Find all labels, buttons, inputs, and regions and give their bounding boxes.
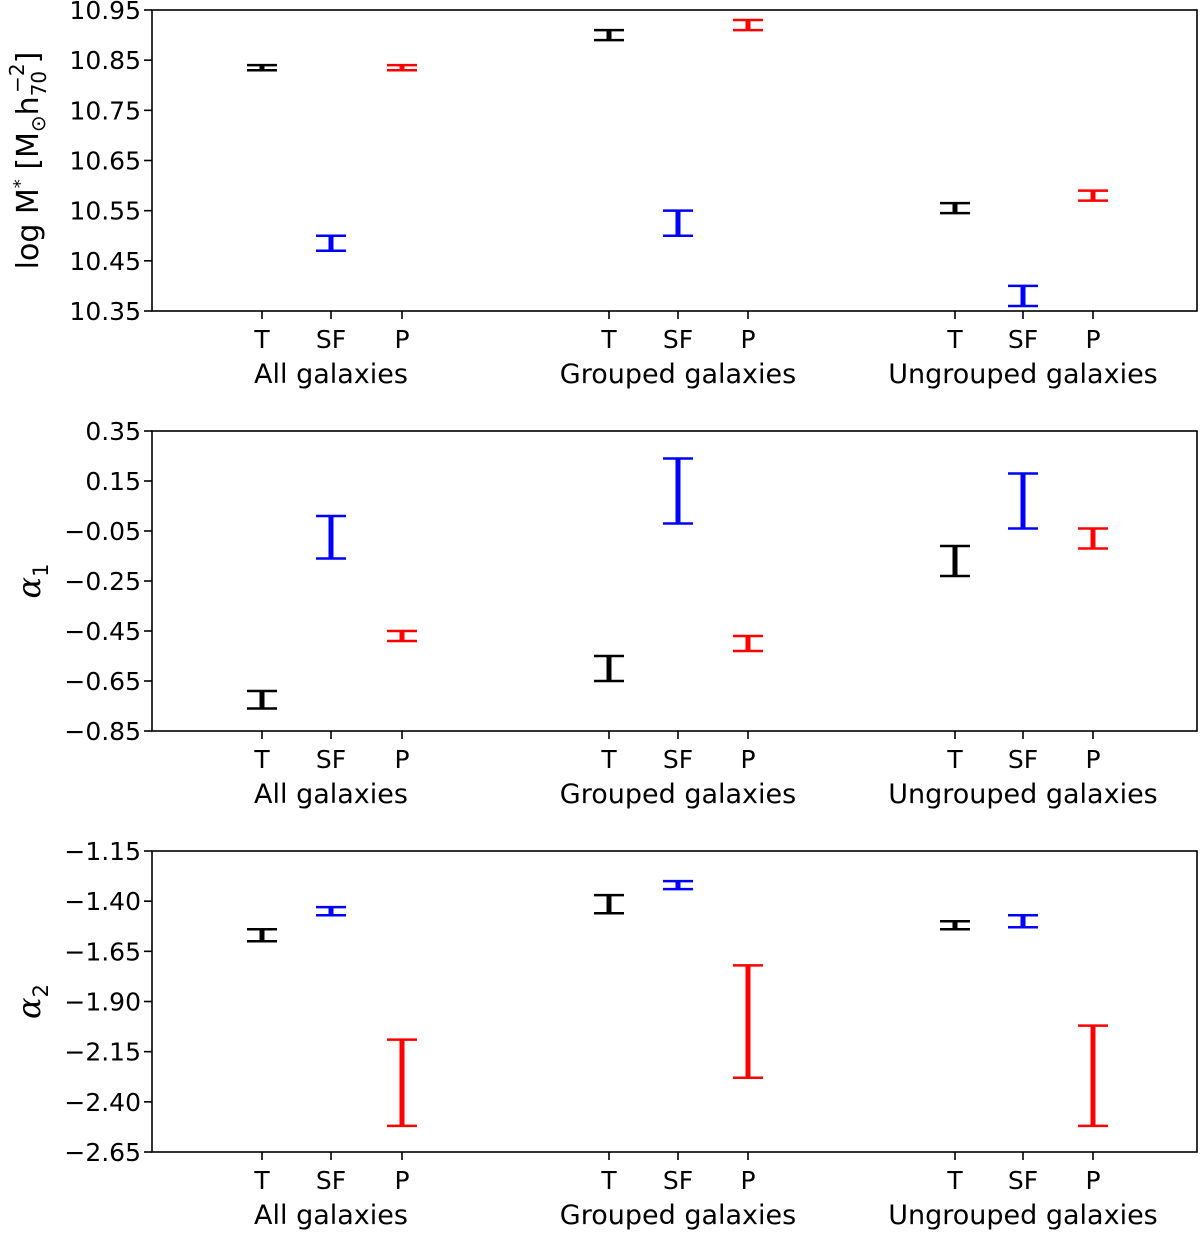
errorbar-t xyxy=(940,201,970,215)
x-tick-label-p: P xyxy=(740,325,755,354)
errorbar-sf xyxy=(1008,913,1038,929)
x-tick-label-sf: SF xyxy=(663,745,693,774)
y-tick-label: −0.05 xyxy=(64,517,141,546)
errorbar-p xyxy=(1078,1024,1108,1128)
y-tick-label: −2.40 xyxy=(64,1088,141,1117)
group-label: All galaxies xyxy=(254,1200,408,1231)
y-tick-label: 0.15 xyxy=(85,467,141,496)
y-tick-label: 10.75 xyxy=(69,96,141,125)
errorbar-t xyxy=(594,28,624,42)
x-tick-label-p: P xyxy=(740,745,755,774)
x-tick-label-t: T xyxy=(946,745,963,774)
y-tick-label: 10.55 xyxy=(69,197,141,226)
errorbar-sf xyxy=(316,234,346,253)
panel-2: −0.85 −0.65 −0.45 −0.25 −0.05 0.15 0.35 T SF P T SF… xyxy=(10,417,1198,810)
x-tick-label-p: P xyxy=(740,1166,755,1195)
x-tick-label-t: T xyxy=(946,325,963,354)
y-axis-label: log M* [M⊙h70−2] xyxy=(5,52,51,270)
y-tick-label: −1.15 xyxy=(64,837,141,866)
plot-frame xyxy=(151,9,1198,312)
panel-3: −2.65 −2.40 −2.15 −1.90 −1.65 −1.40 −1.15 T SF P T… xyxy=(10,837,1198,1231)
group-label: Grouped galaxies xyxy=(560,359,796,390)
errorbar-p xyxy=(387,629,417,643)
errorbar-sf xyxy=(1008,472,1038,530)
group-label: Grouped galaxies xyxy=(560,779,796,810)
y-tick-label: 10.95 xyxy=(69,0,141,25)
x-tick-label-t: T xyxy=(600,325,617,354)
errorbar-t xyxy=(594,654,624,683)
x-tick-label-p: P xyxy=(1085,745,1100,774)
y-tick-label: 10.85 xyxy=(69,46,141,75)
group-label: Grouped galaxies xyxy=(560,1200,796,1231)
errorbar-t xyxy=(940,544,970,578)
errorbar-t xyxy=(594,893,624,915)
errorbar-sf xyxy=(663,209,693,237)
errorbar-sf xyxy=(663,879,693,891)
plot-frame xyxy=(151,850,1198,1153)
x-tick-label-p: P xyxy=(394,745,409,774)
panel-1: 10.35 10.45 10.55 10.65 10.75 10.85 10.95 T SF P T… xyxy=(5,0,1198,390)
x-tick-label-sf: SF xyxy=(316,1166,346,1195)
errorbar-p xyxy=(387,1038,417,1128)
y-tick-label: −1.40 xyxy=(64,887,141,916)
y-axis-label: α2 xyxy=(10,984,53,1019)
errorbar-t xyxy=(247,63,277,72)
y-tick-label: −1.90 xyxy=(64,988,141,1017)
x-tick-label-p: P xyxy=(394,325,409,354)
errorbar-sf xyxy=(1008,284,1038,308)
group-label: All galaxies xyxy=(254,359,408,390)
y-tick-label: −0.45 xyxy=(64,617,141,646)
errorbar-p xyxy=(1078,189,1108,202)
x-tick-label-sf: SF xyxy=(316,325,346,354)
x-tick-label-sf: SF xyxy=(1008,325,1038,354)
x-tick-label-sf: SF xyxy=(663,325,693,354)
group-label: Ungrouped galaxies xyxy=(888,779,1158,810)
y-tick-label: −2.15 xyxy=(64,1038,141,1067)
errorbar-p xyxy=(733,18,763,32)
errorbar-p xyxy=(733,634,763,653)
errorbar-t xyxy=(247,689,277,710)
errorbar-sf xyxy=(663,457,693,525)
errorbar-sf xyxy=(316,905,346,917)
x-tick-label-t: T xyxy=(600,745,617,774)
errorbar-p xyxy=(733,964,763,1080)
y-tick-label: 10.45 xyxy=(69,247,141,276)
x-tick-label-t: T xyxy=(253,745,270,774)
errorbar-sf xyxy=(316,514,346,560)
errorbar-t xyxy=(247,928,277,943)
y-tick-label: −0.25 xyxy=(64,567,141,596)
y-tick-label: 0.35 xyxy=(85,417,141,446)
x-tick-label-t: T xyxy=(600,1166,617,1195)
y-tick-label: 10.35 xyxy=(69,297,141,326)
y-tick-label: −2.65 xyxy=(64,1138,141,1167)
y-tick-label: −1.65 xyxy=(64,937,141,966)
x-tick-label-sf: SF xyxy=(316,745,346,774)
errorbar-t xyxy=(940,919,970,931)
x-tick-label-sf: SF xyxy=(1008,1166,1038,1195)
x-tick-label-sf: SF xyxy=(1008,745,1038,774)
y-tick-label: −0.85 xyxy=(64,717,141,746)
x-tick-label-t: T xyxy=(253,325,270,354)
group-label: Ungrouped galaxies xyxy=(888,359,1158,390)
plot-frame xyxy=(151,430,1198,732)
errorbar-p xyxy=(387,63,417,72)
errorbar-p xyxy=(1078,527,1108,550)
x-tick-label-t: T xyxy=(946,1166,963,1195)
y-axis-label: α1 xyxy=(10,564,53,599)
y-tick-label: 10.65 xyxy=(69,147,141,176)
group-label: Ungrouped galaxies xyxy=(888,1200,1158,1231)
y-tick-label: −0.65 xyxy=(64,667,141,696)
x-tick-label-p: P xyxy=(394,1166,409,1195)
x-tick-label-sf: SF xyxy=(663,1166,693,1195)
x-tick-label-t: T xyxy=(253,1166,270,1195)
x-tick-label-p: P xyxy=(1085,325,1100,354)
x-tick-label-p: P xyxy=(1085,1166,1100,1195)
group-label: All galaxies xyxy=(254,779,408,810)
